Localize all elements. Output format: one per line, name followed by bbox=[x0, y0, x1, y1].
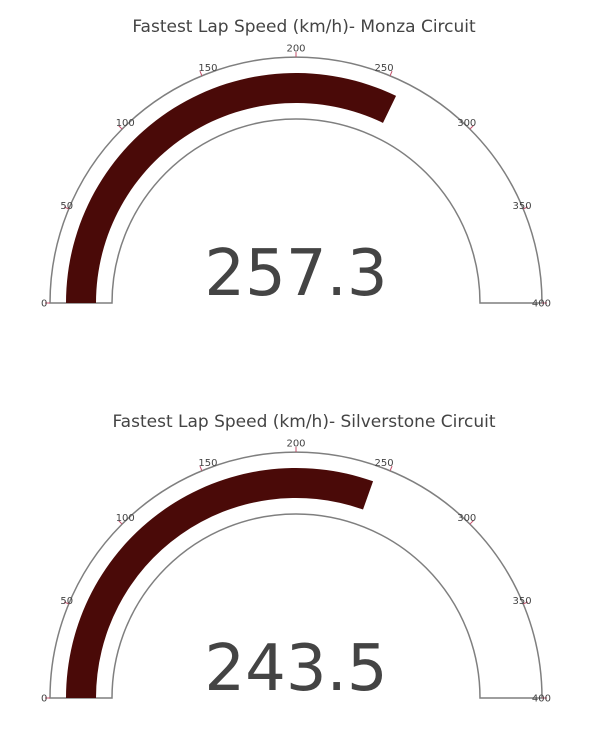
gauge-tick-label: 300 bbox=[457, 513, 476, 524]
gauge-tick bbox=[118, 520, 123, 525]
gauge-silverstone: Fastest Lap Speed (km/h)- Silverstone Ci… bbox=[0, 395, 608, 735]
gauge-tick-label: 350 bbox=[512, 596, 531, 607]
chart-title: Fastest Lap Speed (km/h)- Monza Circuit bbox=[132, 17, 476, 37]
gauge-tick bbox=[469, 125, 474, 130]
gauge-monza: Fastest Lap Speed (km/h)- Monza Circuit … bbox=[0, 0, 608, 340]
gauge-tick-label: 100 bbox=[116, 118, 135, 129]
gauge-tick bbox=[523, 601, 529, 605]
gauge-svg: 0 50 100 150 200 250 300 350 400 257.3 bbox=[41, 44, 551, 312]
gauge-tick bbox=[469, 520, 474, 525]
gauge-tick bbox=[63, 206, 69, 210]
gauge-tick-label: 250 bbox=[374, 458, 393, 469]
gauge-value-number: 257.3 bbox=[204, 237, 387, 311]
gauge-value-number: 243.5 bbox=[204, 632, 387, 706]
gauge-svg: 0 50 100 150 200 250 300 350 400 243.5 bbox=[41, 439, 551, 707]
gauge-tick bbox=[523, 206, 529, 210]
gauge-tick bbox=[63, 601, 69, 605]
gauge-tick-label: 250 bbox=[374, 63, 393, 74]
gauge-tick-label: 150 bbox=[198, 458, 217, 469]
gauge-tick-label: 50 bbox=[60, 596, 73, 607]
gauge-tick-label: 0 bbox=[41, 694, 47, 705]
gauge-tick-label: 350 bbox=[512, 201, 531, 212]
gauge-tick-label: 200 bbox=[286, 44, 305, 55]
gauge-tick-label: 400 bbox=[532, 694, 551, 705]
gauge-tick bbox=[389, 465, 393, 471]
gauge-tick-label: 0 bbox=[41, 299, 47, 310]
gauge-tick bbox=[389, 70, 393, 76]
gauge-tick-label: 400 bbox=[532, 299, 551, 310]
gauge-tick-label: 300 bbox=[457, 118, 476, 129]
gauge-tick-label: 150 bbox=[198, 63, 217, 74]
gauge-value-bar bbox=[66, 73, 397, 303]
chart-title: Fastest Lap Speed (km/h)- Silverstone Ci… bbox=[112, 412, 496, 432]
gauge-tick bbox=[199, 70, 203, 76]
gauge-tick bbox=[118, 125, 123, 130]
gauge-tick-label: 100 bbox=[116, 513, 135, 524]
gauge-tick bbox=[199, 465, 203, 471]
gauge-value-bar bbox=[66, 468, 374, 698]
gauge-tick-label: 50 bbox=[60, 201, 73, 212]
gauge-tick-label: 200 bbox=[286, 439, 305, 450]
